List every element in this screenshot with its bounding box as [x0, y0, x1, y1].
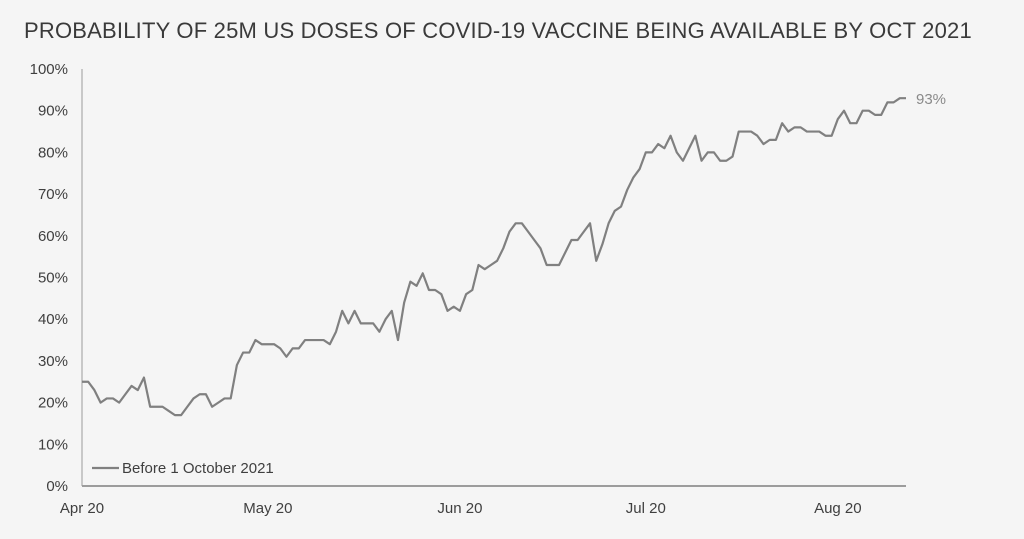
x-tick-label: Aug 20	[814, 500, 862, 517]
y-tick-label: 70%	[38, 186, 68, 203]
y-tick-label: 10%	[38, 436, 68, 453]
x-tick-label: Jun 20	[437, 500, 482, 517]
y-tick-label: 60%	[38, 228, 68, 245]
legend-label: Before 1 October 2021	[122, 460, 274, 477]
y-tick-label: 100%	[30, 61, 68, 78]
y-tick-label: 30%	[38, 353, 68, 370]
series-line	[82, 97, 906, 417]
x-tick-label: Apr 20	[60, 500, 104, 517]
y-tick-label: 40%	[38, 311, 68, 328]
y-tick-label: 0%	[46, 478, 68, 495]
y-tick-label: 50%	[38, 270, 68, 287]
y-tick-label: 20%	[38, 395, 68, 412]
legend: Before 1 October 2021	[92, 460, 274, 477]
x-tick-label: Jul 20	[626, 500, 666, 517]
x-tick-label: May 20	[243, 500, 292, 517]
x-tick-labels: Apr 20 May 20 Jun 20 Jul 20 Aug 20	[60, 500, 862, 517]
y-tick-label: 80%	[38, 144, 68, 161]
end-value-label: 93%	[916, 91, 946, 108]
y-tick-label: 90%	[38, 103, 68, 120]
chart-title: PROBABILITY OF 25M US DOSES OF COVID-19 …	[24, 18, 972, 43]
y-tick-labels: 0% 10% 20% 30% 40% 50% 60% 70% 80% 90% 100%	[30, 61, 68, 495]
